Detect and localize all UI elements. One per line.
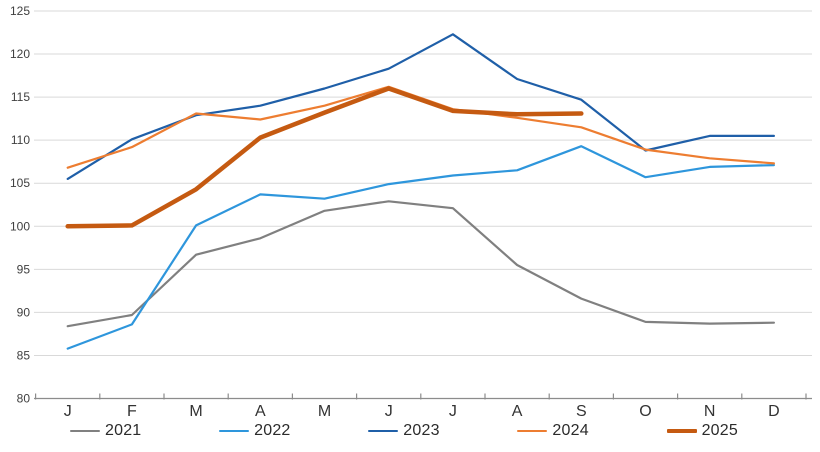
series-line-2022 [66, 145, 776, 350]
x-axis-month-label: M [318, 403, 331, 420]
y-axis-tick-label: 125 [10, 4, 30, 18]
legend-label: 2024 [552, 422, 589, 439]
series-line-2021 [66, 200, 776, 328]
legend-label: 2023 [403, 422, 440, 439]
x-axis-month-label: J [385, 403, 393, 420]
x-axis-month-label: A [512, 403, 523, 420]
legend-item-2022: 2022 [219, 422, 290, 440]
y-axis-tick-label: 85 [17, 348, 31, 362]
legend-swatch-2025 [666, 428, 697, 434]
legend-item-2021: 2021 [70, 422, 141, 440]
legend-label: 2025 [701, 422, 738, 439]
legend-label: 2021 [105, 422, 142, 439]
y-axis-tick-label: 115 [11, 90, 30, 104]
legend-item-2025: 2025 [666, 422, 738, 440]
x-axis-month-label: S [576, 403, 587, 420]
x-axis-month-label: J [449, 403, 457, 420]
x-axis-month-label: N [704, 403, 716, 420]
legend-swatch-2023 [368, 429, 399, 433]
x-axis-month-label: D [768, 403, 780, 420]
y-axis-tick-label: 105 [10, 176, 30, 190]
legend-label: 2022 [254, 422, 291, 439]
x-axis-month-label: F [127, 403, 137, 420]
x-axis-month-label: A [255, 403, 266, 420]
y-axis-tick-label: 80 [17, 392, 31, 406]
series-line-2025 [65, 86, 584, 229]
legend-item-2023: 2023 [368, 422, 439, 440]
x-axis-month-label: J [64, 403, 72, 420]
series-line-2023 [66, 33, 776, 180]
x-axis-month-label: M [189, 403, 202, 420]
y-axis-tick-label: 120 [10, 47, 30, 61]
legend-swatch-2021 [70, 429, 100, 433]
y-axis-tick-label: 100 [10, 219, 30, 233]
legend-swatch-2024 [517, 429, 548, 433]
y-axis-tick-label: 95 [17, 262, 31, 276]
legend-item-2024: 2024 [517, 422, 589, 440]
legend-swatch-2022 [219, 429, 250, 433]
chart-legend: 2021 2022 2023 2024 2025 [70, 422, 738, 440]
y-axis-tick-label: 90 [17, 305, 31, 319]
x-axis-month-label: O [639, 403, 651, 420]
y-axis-tick-label: 110 [11, 133, 30, 147]
plot-area: 80 85 90 95 100 105 110 115 120 125 J F M A M J J A S O N D [10, 4, 812, 420]
